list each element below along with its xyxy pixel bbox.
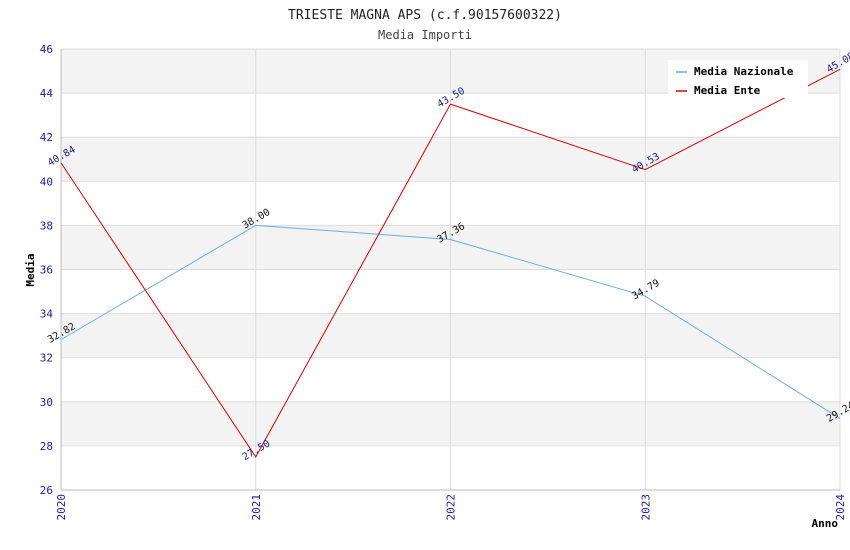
y-tick-label: 28 (40, 440, 53, 453)
y-tick-label: 30 (40, 396, 53, 409)
series-lines (60, 68, 841, 458)
y-axis-label: Media (24, 253, 37, 286)
legend-label-ente: Media Ente (694, 84, 761, 97)
y-tick-label: 32 (40, 352, 53, 365)
y-tick-label: 34 (40, 308, 54, 321)
y-tick-label: 38 (40, 219, 53, 232)
y-tick-label: 40 (40, 175, 53, 188)
chart-title: TRIESTE MAGNA APS (c.f.90157600322) (288, 8, 562, 23)
y-tick-label: 42 (40, 131, 53, 144)
series-line-ente (60, 68, 841, 458)
chart-subtitle: Media Importi (378, 28, 472, 42)
x-tick-label: 2024 (834, 494, 847, 521)
legend-label-nazionale: Media Nazionale (694, 65, 794, 78)
y-axis-ticks: 26 28 30 32 34 36 38 40 42 44 46 (40, 43, 54, 497)
y-tick-label: 46 (40, 43, 53, 56)
x-tick-label: 2021 (250, 494, 263, 521)
x-tick-label: 2023 (639, 494, 652, 521)
legend: Media Nazionale Media Ente (668, 60, 808, 98)
y-tick-label: 44 (40, 87, 54, 100)
x-tick-label: 2020 (55, 494, 68, 521)
x-axis-ticks: 2020 2021 2022 2023 2024 (55, 494, 847, 521)
x-axis-label: Anno (812, 517, 839, 530)
y-tick-label: 36 (40, 264, 53, 277)
x-tick-label: 2022 (445, 494, 458, 521)
y-tick-label: 26 (40, 484, 53, 497)
series-line-nazionale (60, 224, 841, 419)
legend-box (668, 60, 808, 98)
